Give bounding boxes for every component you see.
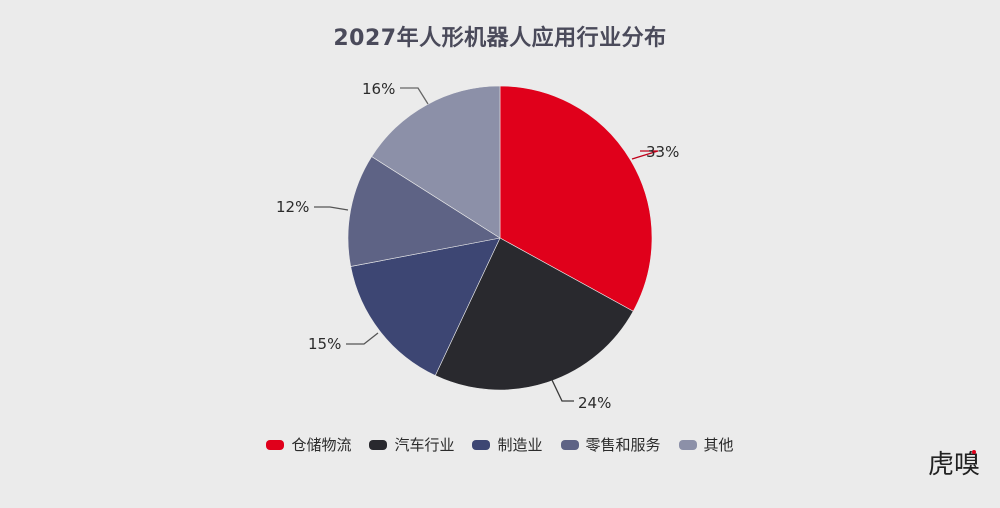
legend-label: 零售和服务 xyxy=(585,436,661,454)
chart-title: 2027年人形机器人应用行业分布 xyxy=(333,26,667,51)
legend-swatch xyxy=(369,439,388,450)
legend-label: 制造业 xyxy=(497,436,543,454)
leader-line-0 xyxy=(631,150,659,160)
legend-label: 仓储物流 xyxy=(291,436,352,454)
legend-swatch xyxy=(472,439,491,450)
leader-lines xyxy=(314,87,659,402)
chart-legend: 仓储物流 汽车行业 制造业 零售和服务 其他 xyxy=(0,434,1000,455)
slice-label-0: 33% xyxy=(646,143,679,161)
legend-swatch xyxy=(266,439,285,450)
legend-item-manufacturing[interactable]: 制造业 xyxy=(472,434,543,455)
pie-slice-4[interactable] xyxy=(371,85,501,239)
pie-slice-2[interactable] xyxy=(350,237,501,376)
pie-slice-3[interactable] xyxy=(347,156,501,267)
pie-slice-0[interactable] xyxy=(499,85,653,312)
leader-line-2 xyxy=(346,332,379,345)
legend-item-other[interactable]: 其他 xyxy=(678,434,734,455)
slice-label-3: 12% xyxy=(276,198,309,216)
legend-swatch xyxy=(678,439,697,450)
legend-label: 汽车行业 xyxy=(394,436,455,454)
pie-slice-1[interactable] xyxy=(434,237,634,391)
leader-line-4 xyxy=(400,87,429,105)
legend-item-retail-services[interactable]: 零售和服务 xyxy=(560,434,661,455)
slice-label-1: 24% xyxy=(578,394,611,412)
leader-line-3 xyxy=(314,206,349,211)
huxiu-logo: 虎嗅 xyxy=(927,450,980,480)
legend-swatch xyxy=(560,439,579,450)
pie-slices xyxy=(347,85,653,391)
slice-label-4: 16% xyxy=(362,80,395,98)
legend-item-warehouse-logistics[interactable]: 仓储物流 xyxy=(266,434,351,455)
leader-line-1 xyxy=(551,379,574,402)
legend-item-automotive[interactable]: 汽车行业 xyxy=(369,434,454,455)
logo-red-dot-icon xyxy=(972,450,976,454)
slice-label-2: 15% xyxy=(308,335,341,353)
legend-label: 其他 xyxy=(703,436,734,454)
